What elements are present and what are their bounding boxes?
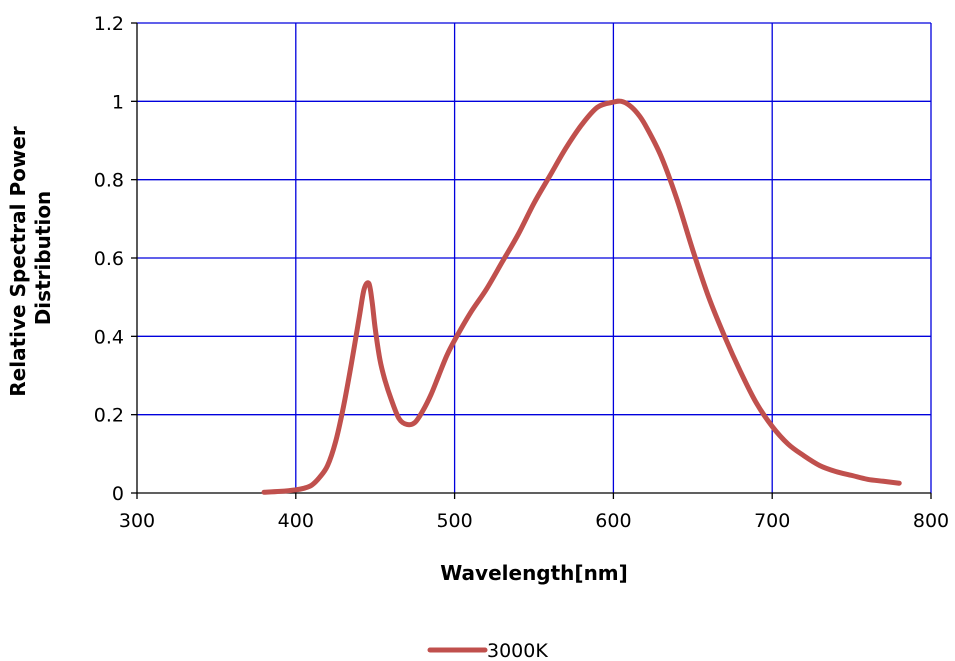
y-tick-label: 0.8 <box>94 170 124 192</box>
legend-label-3000k: 3000K <box>487 640 548 661</box>
series-lines <box>261 98 902 495</box>
axes <box>131 22 932 499</box>
x-tick-label: 300 <box>119 510 155 532</box>
grid <box>137 22 932 493</box>
x-tick-label: 700 <box>754 510 790 532</box>
y-axis-title-line-2: Distribution <box>31 191 55 326</box>
y-tick-label: 0.4 <box>94 326 124 348</box>
y-axis-title-line-1: Relative Spectral Power <box>6 126 30 397</box>
x-tick-label: 400 <box>278 510 314 532</box>
x-tick-label: 500 <box>436 510 472 532</box>
y-tick-label: 0 <box>112 483 124 505</box>
y-tick-label: 0.2 <box>94 405 124 427</box>
series-line-3000k <box>261 98 902 495</box>
x-axis-title: Wavelength[nm] <box>440 561 628 585</box>
y-tick-label: 1.2 <box>94 13 124 35</box>
y-tick-label: 1 <box>112 91 124 113</box>
legend: 3000K <box>427 640 548 661</box>
y-tick-labels: 0 0.2 0.4 0.6 0.8 1 1.2 <box>94 13 124 505</box>
y-tick-label: 0.6 <box>94 248 124 270</box>
x-tick-labels: 300 400 500 600 700 800 <box>119 510 949 532</box>
x-tick-label: 600 <box>595 510 631 532</box>
x-tick-label: 800 <box>913 510 949 532</box>
y-axis-title: Relative Spectral Power Distribution <box>6 119 55 396</box>
